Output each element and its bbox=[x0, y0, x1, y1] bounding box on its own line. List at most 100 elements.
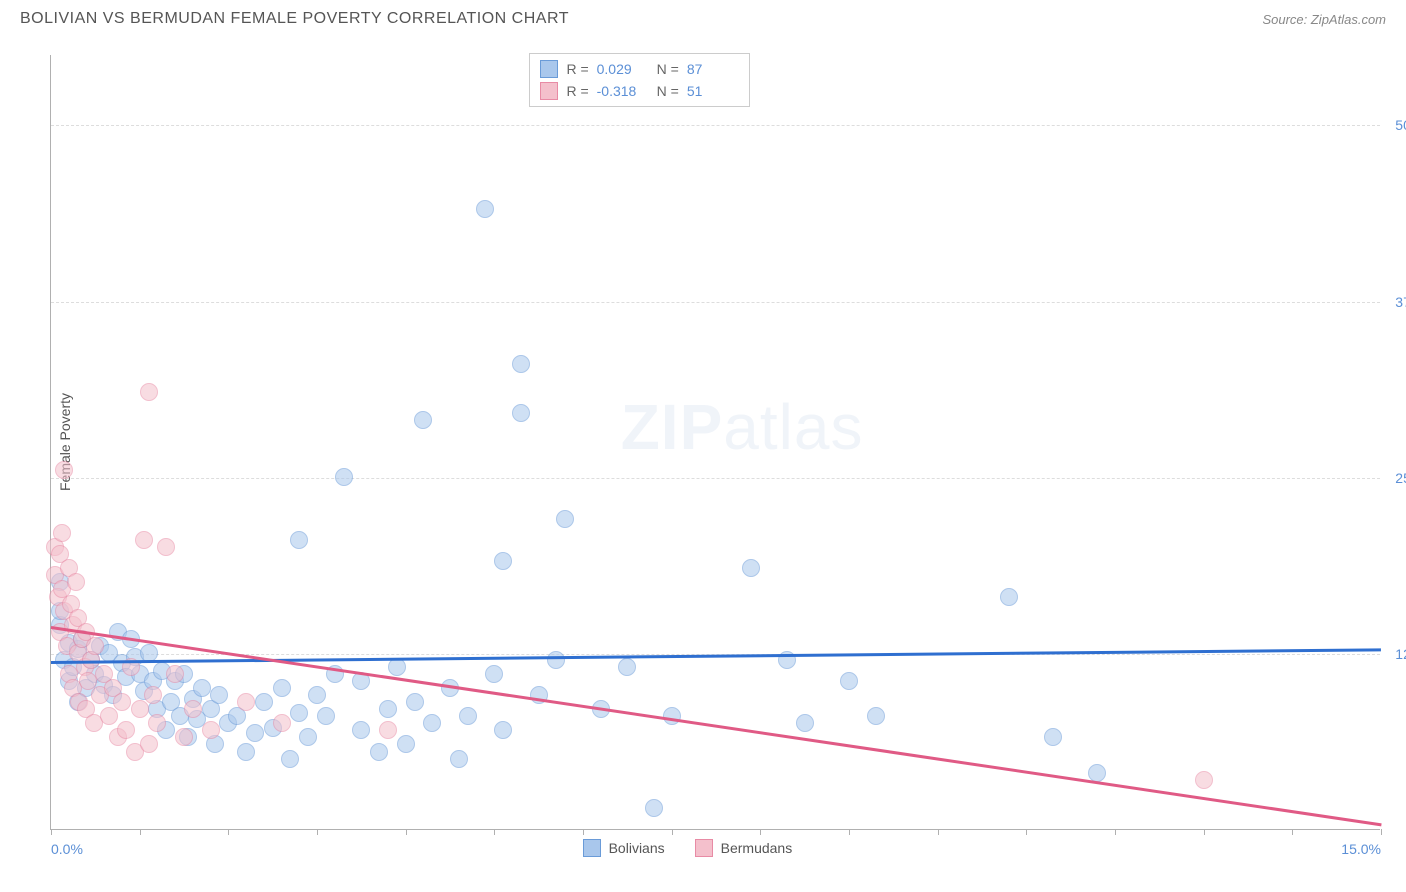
x-tick bbox=[1292, 829, 1293, 835]
legend-item: Bermudans bbox=[695, 839, 793, 857]
data-point bbox=[1000, 588, 1018, 606]
source-attribution: Source: ZipAtlas.com bbox=[1262, 12, 1386, 27]
x-tick-label: 0.0% bbox=[51, 841, 83, 857]
data-point bbox=[55, 461, 73, 479]
data-point bbox=[317, 707, 335, 725]
data-point bbox=[290, 704, 308, 722]
scatter-chart: Female Poverty ZIPatlas 12.5%25.0%37.5%5… bbox=[50, 55, 1380, 830]
data-point bbox=[117, 721, 135, 739]
data-point bbox=[406, 693, 424, 711]
data-point bbox=[645, 799, 663, 817]
r-label: R = bbox=[566, 83, 588, 99]
x-tick bbox=[228, 829, 229, 835]
data-point bbox=[299, 728, 317, 746]
x-tick bbox=[1204, 829, 1205, 835]
x-tick bbox=[583, 829, 584, 835]
legend-swatch bbox=[583, 839, 601, 857]
series-legend: BoliviansBermudans bbox=[583, 839, 793, 857]
data-point bbox=[113, 693, 131, 711]
data-point bbox=[237, 693, 255, 711]
data-point bbox=[166, 665, 184, 683]
data-point bbox=[100, 707, 118, 725]
gridline bbox=[51, 478, 1380, 479]
n-label: N = bbox=[657, 83, 679, 99]
data-point bbox=[255, 693, 273, 711]
data-point bbox=[379, 721, 397, 739]
data-point bbox=[53, 524, 71, 542]
x-tick bbox=[672, 829, 673, 835]
data-point bbox=[494, 552, 512, 570]
legend-swatch bbox=[695, 839, 713, 857]
r-value: -0.318 bbox=[597, 83, 649, 99]
data-point bbox=[840, 672, 858, 690]
r-label: R = bbox=[566, 61, 588, 77]
data-point bbox=[144, 686, 162, 704]
data-point bbox=[1195, 771, 1213, 789]
data-point bbox=[512, 404, 530, 422]
data-point bbox=[476, 200, 494, 218]
data-point bbox=[281, 750, 299, 768]
n-label: N = bbox=[657, 61, 679, 77]
x-tick bbox=[140, 829, 141, 835]
gridline bbox=[51, 125, 1380, 126]
data-point bbox=[193, 679, 211, 697]
data-point bbox=[135, 531, 153, 549]
data-point bbox=[1044, 728, 1062, 746]
data-point bbox=[273, 679, 291, 697]
data-point bbox=[157, 538, 175, 556]
x-tick bbox=[1381, 829, 1382, 835]
n-value: 51 bbox=[687, 83, 739, 99]
x-tick bbox=[494, 829, 495, 835]
data-point bbox=[512, 355, 530, 373]
x-tick bbox=[51, 829, 52, 835]
y-tick-label: 50.0% bbox=[1395, 117, 1406, 133]
data-point bbox=[867, 707, 885, 725]
x-tick bbox=[317, 829, 318, 835]
data-point bbox=[618, 658, 636, 676]
data-point bbox=[175, 728, 193, 746]
legend-row: R = -0.318 N = 51 bbox=[540, 80, 738, 102]
n-value: 87 bbox=[687, 61, 739, 77]
data-point bbox=[459, 707, 477, 725]
legend-swatch bbox=[540, 82, 558, 100]
data-point bbox=[184, 700, 202, 718]
data-point bbox=[290, 531, 308, 549]
x-tick bbox=[1115, 829, 1116, 835]
data-point bbox=[414, 411, 432, 429]
data-point bbox=[140, 383, 158, 401]
watermark: ZIPatlas bbox=[621, 390, 864, 464]
x-tick-label: 15.0% bbox=[1341, 841, 1381, 857]
data-point bbox=[379, 700, 397, 718]
data-point bbox=[494, 721, 512, 739]
data-point bbox=[308, 686, 326, 704]
data-point bbox=[140, 735, 158, 753]
chart-title: BOLIVIAN VS BERMUDAN FEMALE POVERTY CORR… bbox=[20, 10, 569, 28]
x-tick bbox=[406, 829, 407, 835]
x-tick bbox=[938, 829, 939, 835]
data-point bbox=[131, 700, 149, 718]
data-point bbox=[370, 743, 388, 761]
y-tick-label: 25.0% bbox=[1395, 470, 1406, 486]
r-value: 0.029 bbox=[597, 61, 649, 77]
data-point bbox=[210, 686, 228, 704]
data-point bbox=[1088, 764, 1106, 782]
data-point bbox=[273, 714, 291, 732]
data-point bbox=[335, 468, 353, 486]
data-point bbox=[352, 721, 370, 739]
x-tick bbox=[849, 829, 850, 835]
data-point bbox=[796, 714, 814, 732]
data-point bbox=[547, 651, 565, 669]
data-point bbox=[202, 721, 220, 739]
series-name: Bermudans bbox=[721, 840, 793, 856]
data-point bbox=[485, 665, 503, 683]
correlation-legend: R = 0.029 N = 87 R = -0.318 N = 51 bbox=[529, 53, 749, 107]
legend-swatch bbox=[540, 60, 558, 78]
data-point bbox=[148, 714, 166, 732]
data-point bbox=[86, 637, 104, 655]
y-tick-label: 37.5% bbox=[1395, 294, 1406, 310]
data-point bbox=[67, 573, 85, 591]
data-point bbox=[246, 724, 264, 742]
data-point bbox=[237, 743, 255, 761]
data-point bbox=[397, 735, 415, 753]
legend-row: R = 0.029 N = 87 bbox=[540, 58, 738, 80]
